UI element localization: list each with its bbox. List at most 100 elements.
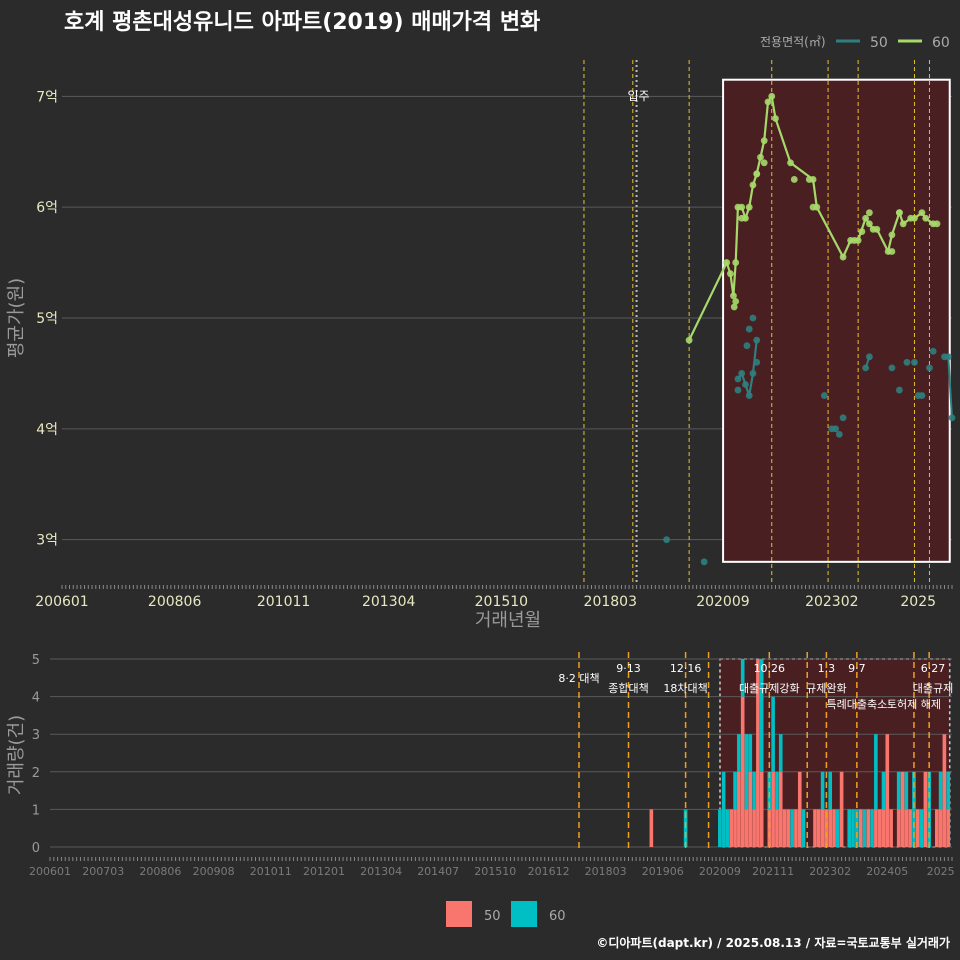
y-tick-label: 4억 xyxy=(36,422,58,438)
x-tick-label: 202111 xyxy=(752,865,794,878)
bar-50 xyxy=(904,809,909,847)
bar-50 xyxy=(740,696,745,847)
legend-label-50: 50 xyxy=(484,909,501,924)
legend-label-60: 60 xyxy=(932,35,950,51)
bar-50 xyxy=(889,809,893,847)
bar-50 xyxy=(946,809,951,847)
bar-60 xyxy=(946,771,951,810)
bar-50 xyxy=(820,809,825,847)
bar-60 xyxy=(904,771,909,810)
x-tick-label: 2025 xyxy=(927,865,955,878)
policy-label: 토허제 해제 xyxy=(887,697,941,711)
bar-50 xyxy=(748,771,753,847)
x-tick-label: 201011 xyxy=(257,594,310,610)
bar-60 xyxy=(725,809,730,847)
x-tick-label: 200703 xyxy=(82,865,124,878)
bar-60 xyxy=(737,734,741,772)
chart-title: 호계 평촌대성유니드 아파트(2019) 매매가격 변화 xyxy=(64,10,540,35)
bar-50 xyxy=(729,809,734,847)
bar-60 xyxy=(748,734,753,772)
bar-60 xyxy=(874,734,878,810)
bar-50 xyxy=(797,771,802,847)
bar-60 xyxy=(820,771,825,810)
y-tick-label: 5억 xyxy=(36,311,58,327)
bar-60 xyxy=(801,809,806,847)
y-tick-label: 6억 xyxy=(36,200,58,216)
policy-date-label: 1.3 xyxy=(818,662,836,675)
legend-label-60: 60 xyxy=(549,909,566,924)
x-tick-label: 201803 xyxy=(584,594,637,610)
bar-60 xyxy=(870,809,874,847)
policy-date-label: 6·27 xyxy=(921,662,946,675)
bar-60 xyxy=(855,809,859,847)
bar-60 xyxy=(938,771,943,810)
x-tick-label: 202302 xyxy=(809,865,851,878)
series-line-60 xyxy=(688,93,937,341)
x-tick-label: 202405 xyxy=(866,865,908,878)
data-point-50 xyxy=(745,325,753,333)
x-tick-label: 200601 xyxy=(29,865,71,878)
bar-50 xyxy=(752,809,756,847)
data-point-60 xyxy=(738,214,746,222)
data-point-60 xyxy=(888,248,896,255)
x-tick-label: 201612 xyxy=(528,865,570,878)
policy-label: 특례대출축소 xyxy=(827,698,888,711)
bar-60 xyxy=(778,734,783,772)
bar-50 xyxy=(874,809,878,847)
bar-50 xyxy=(794,809,798,847)
bar-50 xyxy=(775,809,779,847)
bar-60 xyxy=(836,809,840,847)
bar-50 xyxy=(832,809,836,847)
policy-label: 종합대책 xyxy=(608,682,648,695)
data-point-60 xyxy=(865,209,873,217)
bar-50 xyxy=(782,809,787,847)
y-tick-label: 4 xyxy=(32,691,40,706)
bar-50 xyxy=(896,809,901,847)
bar-60 xyxy=(752,771,756,810)
x-tick-label: 2025 xyxy=(900,594,936,610)
bar-50 xyxy=(900,771,905,847)
bar-50 xyxy=(915,809,920,847)
x-tick-label: 200806 xyxy=(148,594,202,610)
bar-60 xyxy=(847,809,852,847)
bar-60 xyxy=(771,696,775,772)
move-in-label: 입주 xyxy=(628,89,650,103)
policy-label: 규제완화 xyxy=(806,682,846,695)
data-point-50 xyxy=(911,358,918,366)
x-tick-label: 201510 xyxy=(474,865,516,878)
bar-50 xyxy=(877,809,882,847)
policy-date-label: 9·13 xyxy=(616,662,641,675)
x-tick-label: 201803 xyxy=(585,865,627,878)
bar-50 xyxy=(885,734,890,847)
bar-60 xyxy=(919,809,924,847)
bar-60 xyxy=(828,771,833,810)
data-point-50 xyxy=(929,347,937,355)
legend-swatch-60 xyxy=(511,901,537,927)
bar-50 xyxy=(881,809,886,847)
legend-title: 전용면적(㎡) xyxy=(760,35,826,49)
bar-60 xyxy=(740,659,745,697)
data-point-60 xyxy=(732,297,740,305)
y-tick-label: 1 xyxy=(32,803,40,818)
footer-credit: ©디아파트(dapt.kr) / 2025.08.13 / 자료=국토교통부 실… xyxy=(596,935,950,950)
bar-50 xyxy=(858,809,863,847)
x-tick-label: 202009 xyxy=(699,865,741,878)
x-tick-label: 201304 xyxy=(362,594,416,610)
bar-50 xyxy=(737,771,741,847)
bar-60 xyxy=(683,809,688,847)
data-point-50 xyxy=(918,392,926,399)
y-tick-label: 3 xyxy=(32,728,40,743)
y-tick-label: 7억 xyxy=(36,89,58,105)
data-point-50 xyxy=(903,358,911,366)
x-tick-label: 201906 xyxy=(642,865,684,878)
x-tick-label: 201011 xyxy=(250,865,292,878)
data-point-60 xyxy=(790,176,798,183)
policy-label: 8·2 대책 xyxy=(558,672,599,685)
legend-swatch-50 xyxy=(446,901,472,927)
x-tick-label: 200908 xyxy=(193,865,235,878)
bar-50 xyxy=(649,809,654,847)
data-point-60 xyxy=(809,203,817,211)
bar-50 xyxy=(778,771,783,847)
legend-label-50: 50 xyxy=(870,35,888,51)
